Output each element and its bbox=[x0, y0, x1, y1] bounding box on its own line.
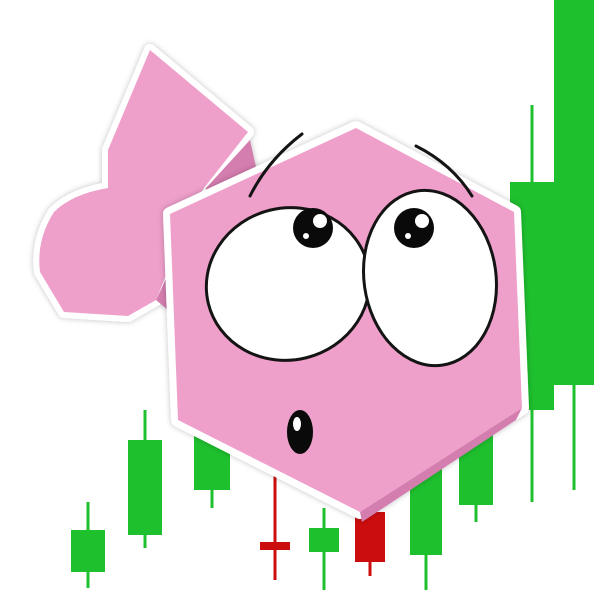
candle-body-4 bbox=[260, 542, 290, 550]
left-eye bbox=[204, 206, 372, 362]
candle-body-6 bbox=[355, 512, 385, 562]
right-eyebrow bbox=[414, 144, 474, 198]
fish-mascot bbox=[33, 44, 529, 522]
candle-body-1 bbox=[71, 530, 105, 572]
candle-body-5 bbox=[309, 528, 339, 552]
candle-body-10 bbox=[554, 0, 594, 385]
left-pupil bbox=[293, 208, 333, 248]
surprised-mouth bbox=[287, 410, 313, 454]
right-eye bbox=[362, 188, 498, 368]
left-eyebrow bbox=[248, 132, 304, 198]
right-pupil bbox=[394, 208, 434, 248]
candle-body-2 bbox=[128, 440, 162, 535]
